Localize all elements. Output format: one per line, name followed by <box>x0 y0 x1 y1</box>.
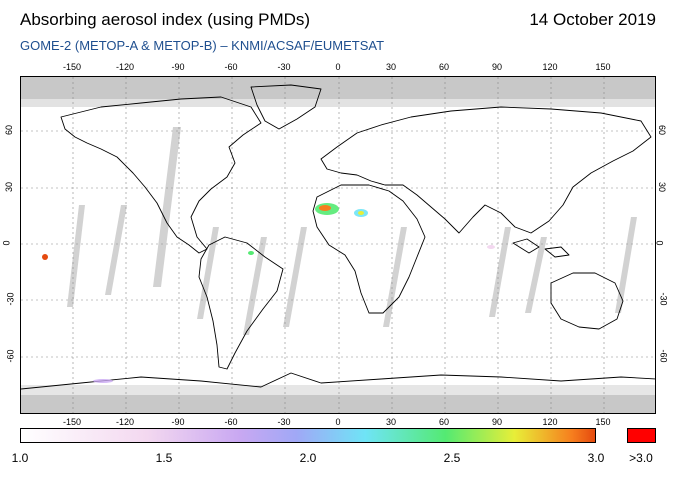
left-lat-tick: -30 <box>5 292 16 306</box>
top-lon-tick: 60 <box>438 62 450 72</box>
bottom-lon-tick: -30 <box>277 417 291 427</box>
colorbar-label: 1.5 <box>155 451 173 465</box>
left-lat-tick: 30 <box>4 181 15 193</box>
top-lon-tick: 120 <box>542 62 558 72</box>
aerosol-plume-core <box>358 211 364 215</box>
antarctica-coast <box>21 372 655 390</box>
colorbar-gradient <box>20 428 596 443</box>
orbit-gap <box>243 237 267 335</box>
left-lat-tick: 0 <box>1 240 12 246</box>
aerosol-spot <box>42 254 48 260</box>
greenland-coast <box>250 84 322 130</box>
top-lon-tick: -90 <box>171 62 185 72</box>
top-lon-tick: 30 <box>385 62 397 72</box>
bottom-lon-tick: -60 <box>224 417 238 427</box>
right-lat-tick: 0 <box>654 240 665 246</box>
bottom-lon-tick: 0 <box>335 417 341 427</box>
world-map <box>20 76 656 414</box>
bottom-lon-tick: 60 <box>438 417 450 427</box>
left-lat-tick: 60 <box>4 124 15 136</box>
colorbar-label: 1.0 <box>11 451 29 465</box>
antarctic-partial <box>21 385 655 395</box>
orbit-gap <box>197 227 219 319</box>
colorbar-label: 3.0 <box>587 451 605 465</box>
aerosol-spot <box>248 251 254 255</box>
orbit-gap <box>153 127 181 287</box>
aerosol-spot <box>487 245 495 249</box>
bottom-lon-tick: -150 <box>62 417 82 427</box>
top-lon-tick: 150 <box>595 62 611 72</box>
bottom-lon-tick: 90 <box>491 417 503 427</box>
colorbar-label: 2.0 <box>299 451 317 465</box>
top-lon-tick: -60 <box>224 62 238 72</box>
top-lon-tick: -120 <box>115 62 135 72</box>
orbit-gap <box>67 205 85 307</box>
eurasia-coast <box>320 106 652 234</box>
orbit-gap <box>489 227 511 317</box>
right-lat-tick: 30 <box>657 181 668 193</box>
arctic-no-data <box>21 77 655 99</box>
aerosol-plume-core <box>319 205 331 211</box>
top-lon-tick: -150 <box>62 62 82 72</box>
africa-coast <box>312 184 426 314</box>
left-lat-tick: -60 <box>5 349 16 363</box>
bottom-lon-tick: 30 <box>385 417 397 427</box>
bottom-lon-tick: -120 <box>115 417 135 427</box>
colorbar-over-label: >3.0 <box>629 451 653 465</box>
map-canvas <box>21 77 655 413</box>
right-lat-tick: -30 <box>658 292 669 306</box>
island-coast <box>544 246 570 258</box>
north-america-coast <box>60 96 262 254</box>
bottom-lon-tick: 120 <box>542 417 558 427</box>
colorbar-label: 2.5 <box>443 451 461 465</box>
south-america-coast <box>198 236 284 370</box>
orbit-gap <box>525 237 547 313</box>
orbit-gaps <box>67 127 637 335</box>
right-lat-tick: 60 <box>657 124 668 136</box>
bottom-lon-tick: 150 <box>595 417 611 427</box>
orbit-gap <box>383 227 407 327</box>
bottom-lon-tick: -90 <box>171 417 185 427</box>
aerosol-spot <box>93 379 113 383</box>
top-lon-tick: -30 <box>277 62 291 72</box>
orbit-gap <box>283 227 307 327</box>
colorbar-over-swatch <box>627 428 656 443</box>
aerosol-hotspots <box>42 203 495 383</box>
australia-coast <box>550 272 624 330</box>
map-date: 14 October 2019 <box>529 10 656 29</box>
map-title: Absorbing aerosol index (using PMDs) <box>20 10 311 29</box>
top-lon-tick: 90 <box>491 62 503 72</box>
orbit-gap <box>615 217 637 313</box>
orbit-gap <box>105 205 127 295</box>
right-lat-tick: -60 <box>658 349 669 363</box>
arctic-partial <box>21 99 655 107</box>
map-subtitle: GOME-2 (METOP-A & METOP-B) – KNMI/ACSAF/… <box>20 38 385 53</box>
top-lon-tick: 0 <box>335 62 341 72</box>
island-coast <box>512 238 540 254</box>
antarctic-no-data <box>21 395 655 413</box>
coastlines <box>21 84 655 390</box>
